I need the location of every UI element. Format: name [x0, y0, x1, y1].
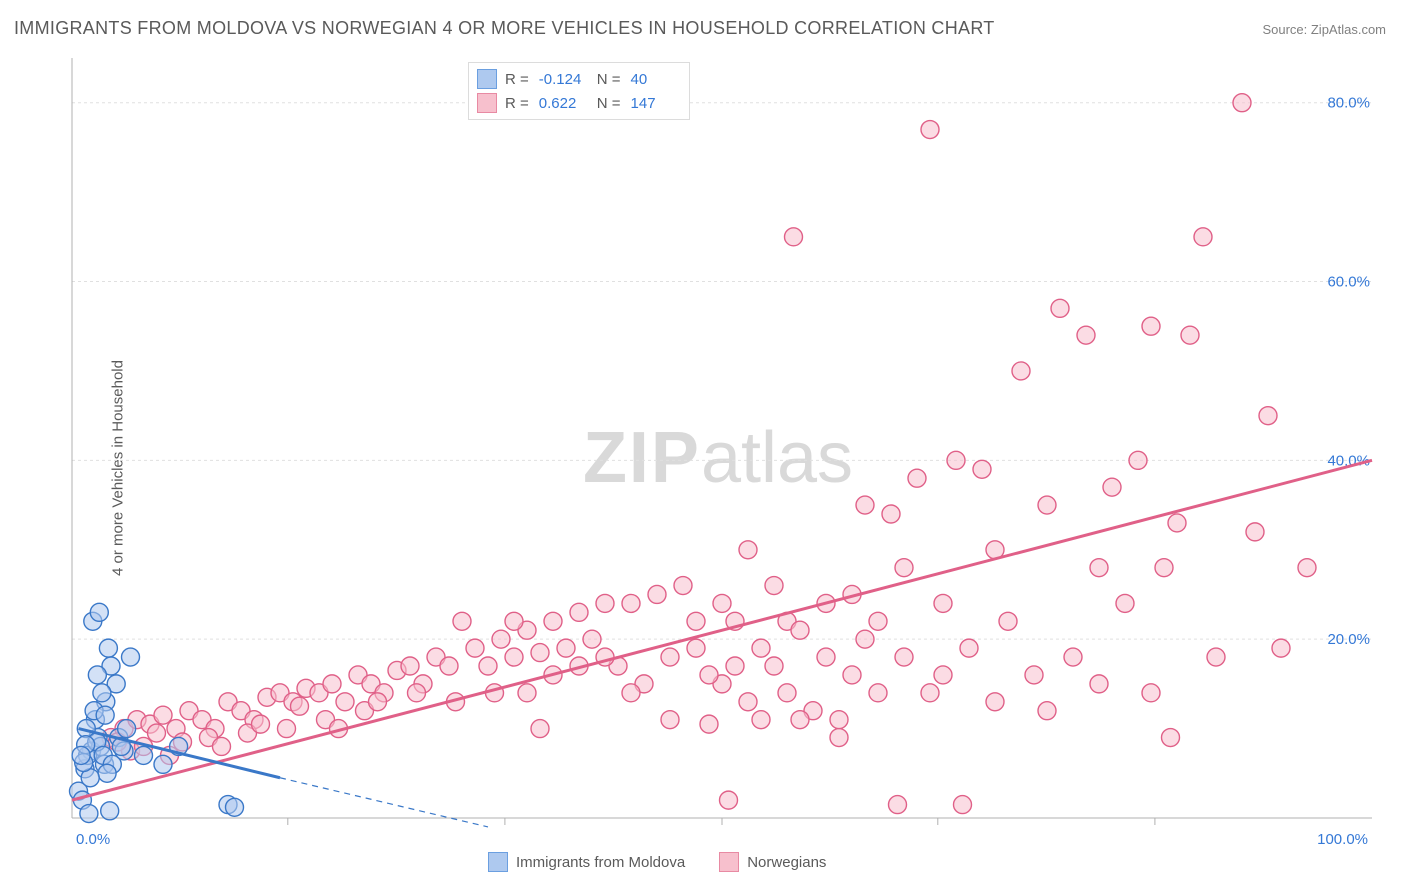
svg-text:100.0%: 100.0%: [1317, 831, 1368, 848]
chart-title: IMMIGRANTS FROM MOLDOVA VS NORWEGIAN 4 O…: [14, 18, 995, 39]
legend-item-1: Immigrants from Moldova: [488, 852, 685, 872]
stats-row-2: R = 0.622 N = 147: [477, 91, 681, 115]
svg-text:60.0%: 60.0%: [1327, 274, 1370, 291]
bottom-legend: Immigrants from Moldova Norwegians: [488, 852, 826, 872]
stats-legend-box: R = -0.124 N = 40 R = 0.622 N = 147: [468, 62, 690, 120]
stat-n-label: N =: [597, 71, 621, 88]
chart-area: 4 or more Vehicles in Household ZIPatlas…: [48, 58, 1388, 878]
legend-item-2: Norwegians: [719, 852, 826, 872]
svg-text:0.0%: 0.0%: [76, 831, 110, 848]
stats-row-1: R = -0.124 N = 40: [477, 67, 681, 91]
legend-label-2: Norwegians: [747, 854, 826, 871]
swatch-series2: [477, 93, 497, 113]
stat-r2-value: 0.622: [539, 95, 589, 112]
swatch-series1: [477, 69, 497, 89]
stat-n1-value: 40: [631, 71, 681, 88]
source-label: Source: ZipAtlas.com: [1262, 22, 1386, 37]
svg-text:80.0%: 80.0%: [1327, 95, 1370, 112]
stat-n2-value: 147: [631, 95, 681, 112]
scatter-plot: 20.0%40.0%60.0%80.0%0.0%100.0%: [48, 58, 1388, 878]
svg-text:20.0%: 20.0%: [1327, 631, 1370, 648]
swatch-series1: [488, 852, 508, 872]
stat-r1-value: -0.124: [539, 71, 589, 88]
stat-n-label: N =: [597, 95, 621, 112]
stat-r-label: R =: [505, 95, 529, 112]
stat-r-label: R =: [505, 71, 529, 88]
swatch-series2: [719, 852, 739, 872]
legend-label-1: Immigrants from Moldova: [516, 854, 685, 871]
